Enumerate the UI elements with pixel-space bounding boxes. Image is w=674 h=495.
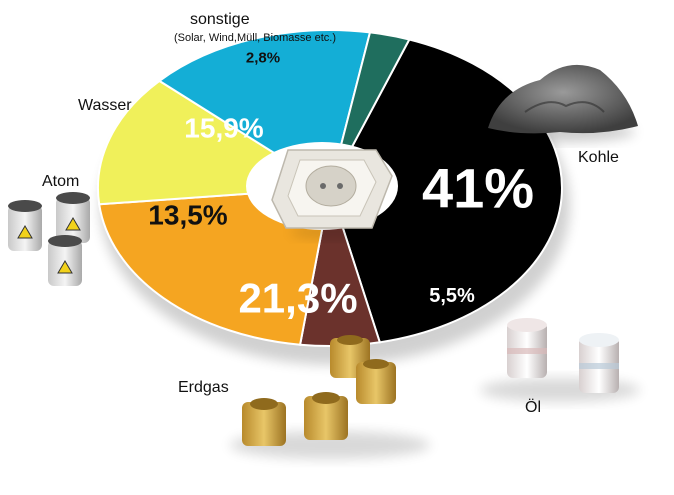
value-label-wasser: 15,9% xyxy=(184,113,263,144)
category-label-erdgas: Erdgas xyxy=(178,379,229,396)
category-label-kohle: Kohle xyxy=(578,149,619,166)
power-socket-icon xyxy=(246,142,398,239)
category-label-sonstige: sonstige xyxy=(190,11,250,28)
value-label-kohle: 41% xyxy=(422,157,534,220)
nuclear-jars-image xyxy=(8,192,90,286)
coal-image xyxy=(485,64,638,142)
value-label-oel: 5,5% xyxy=(429,285,475,307)
category-label-oel: Öl xyxy=(525,398,541,416)
value-label-erdgas: 21,3% xyxy=(238,275,357,322)
category-sublabel-sonstige: (Solar, Wind,Müll, Biomasse etc.) xyxy=(174,32,336,44)
value-label-sonstige: 2,8% xyxy=(246,50,280,67)
value-label-atom: 13,5% xyxy=(148,200,227,231)
oil-jars-image xyxy=(480,318,640,402)
category-label-atom: Atom xyxy=(42,173,79,190)
category-label-wasser: Wasser xyxy=(78,97,132,114)
gas-cans-image xyxy=(230,335,430,459)
pie-slice-erdgas xyxy=(98,186,332,346)
